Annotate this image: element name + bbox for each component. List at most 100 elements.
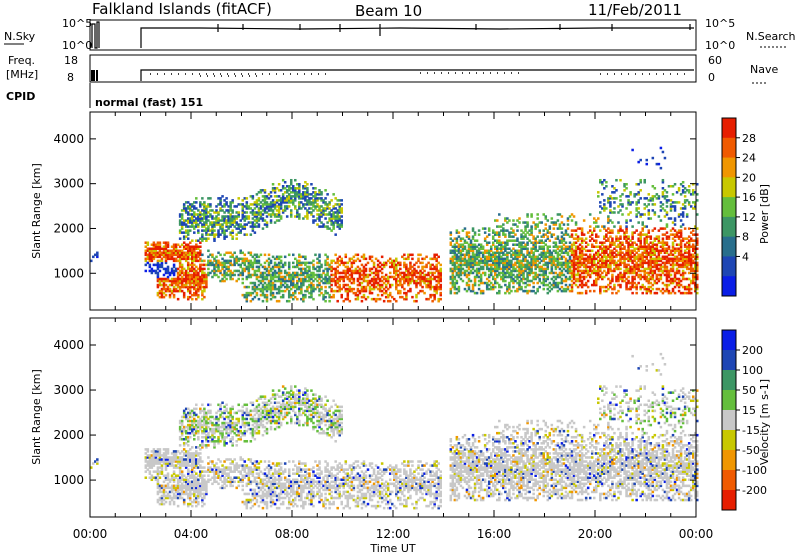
power-cell	[150, 257, 154, 261]
power-cell	[225, 271, 228, 275]
power-cell	[318, 191, 321, 194]
power-cell	[201, 271, 204, 275]
power-cell	[158, 269, 162, 273]
power-cell	[619, 271, 622, 275]
power-cell	[298, 205, 301, 208]
power-cell	[209, 203, 212, 206]
power-cell	[298, 201, 301, 204]
power-cell	[653, 211, 657, 214]
power-cell	[574, 229, 578, 232]
power-cell	[599, 269, 602, 273]
power-cell	[275, 265, 279, 269]
power-cell	[639, 259, 642, 263]
power-cell	[536, 225, 539, 228]
power-cell	[601, 275, 604, 279]
power-cell	[340, 219, 343, 222]
power-cell	[249, 211, 253, 214]
power-cell	[336, 223, 339, 226]
power-cell	[536, 273, 539, 277]
power-cell	[651, 185, 655, 188]
power-cell	[277, 203, 281, 206]
power-cell	[675, 261, 679, 265]
power-cell	[584, 291, 588, 295]
power-cell	[560, 269, 564, 273]
power-cell	[336, 265, 339, 269]
power-cell	[207, 255, 210, 259]
power-cell	[641, 233, 644, 236]
power-cell	[538, 239, 541, 242]
power-cell	[564, 283, 568, 287]
power-cell	[609, 261, 612, 265]
power-cell	[294, 215, 297, 218]
power-cell	[257, 269, 261, 273]
power-cell	[512, 239, 515, 242]
power-cell	[350, 273, 354, 277]
power-cell	[544, 283, 548, 287]
power-cell	[673, 291, 677, 295]
power-cell	[182, 235, 186, 238]
power-cell	[336, 257, 339, 261]
power-cell	[471, 267, 475, 271]
power-cell	[407, 283, 410, 287]
power-cell	[659, 263, 663, 267]
power-cell	[661, 203, 665, 206]
power-cell	[641, 265, 644, 269]
power-cell	[635, 267, 638, 271]
power-cell	[635, 229, 638, 232]
power-cell	[494, 271, 497, 275]
power-cell	[467, 261, 471, 265]
power-cell	[237, 259, 240, 263]
power-cell	[384, 273, 388, 277]
power-cell	[613, 255, 616, 259]
power-cell	[514, 251, 517, 255]
power-cell	[534, 265, 537, 269]
power-cell	[558, 227, 562, 230]
power-cell	[528, 261, 531, 265]
power-cell	[615, 265, 618, 269]
power-cell	[627, 199, 630, 202]
power-cell	[508, 247, 511, 251]
power-cell	[653, 203, 657, 206]
power-cell	[512, 279, 515, 283]
power-cell	[306, 203, 309, 206]
power-cell	[332, 267, 335, 271]
power-cell	[665, 243, 669, 246]
power-cell	[269, 205, 273, 208]
power-cell	[649, 289, 653, 293]
power-cell	[645, 241, 649, 244]
power-cell	[350, 265, 354, 269]
power-cell	[560, 247, 564, 251]
power-cell	[510, 261, 513, 265]
power-cell	[193, 255, 196, 259]
power-cell	[243, 269, 247, 273]
power-cell	[273, 205, 277, 208]
power-cell	[623, 271, 626, 275]
power-cell	[235, 211, 238, 214]
power-cell	[292, 195, 295, 198]
power-cell	[578, 251, 582, 255]
power-cell	[403, 281, 406, 285]
power-cell	[255, 221, 259, 224]
power-cell	[599, 241, 602, 244]
power-cell	[576, 285, 580, 289]
power-cell	[603, 241, 606, 244]
power-cell	[370, 259, 374, 263]
power-cell	[310, 197, 313, 200]
power-cell	[419, 277, 422, 281]
power-cell	[229, 277, 232, 281]
power-cell	[496, 219, 499, 222]
power-cell	[487, 263, 491, 267]
power-cell	[191, 273, 194, 277]
power-cell	[326, 193, 329, 196]
power-cell	[653, 281, 657, 285]
power-cell	[289, 195, 293, 198]
power-cell	[199, 203, 202, 206]
power-cell	[548, 225, 552, 228]
power-cell	[651, 209, 655, 212]
power-cell	[590, 263, 594, 267]
power-cell	[380, 283, 384, 287]
power-cell	[197, 255, 200, 259]
power-cell	[657, 253, 661, 257]
power-cell	[665, 267, 669, 271]
power-cell	[485, 267, 489, 271]
